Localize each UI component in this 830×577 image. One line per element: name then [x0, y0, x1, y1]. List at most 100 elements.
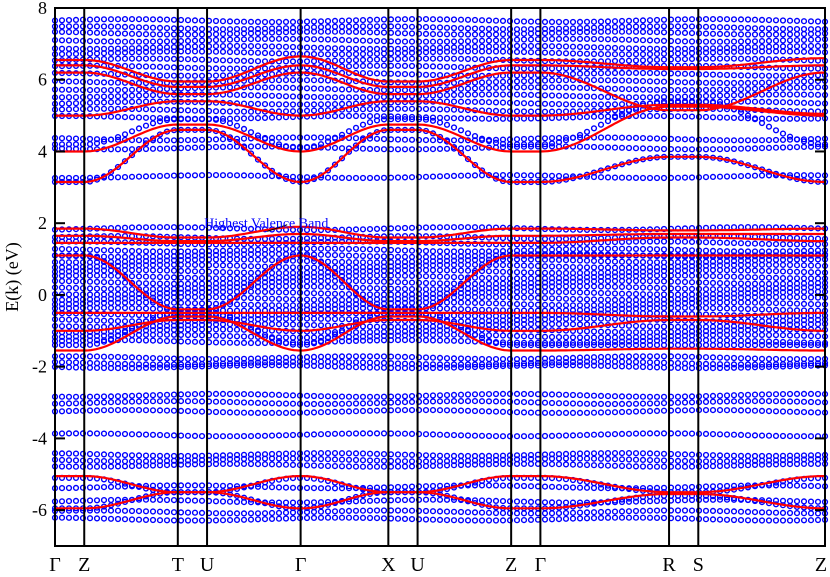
- band-dot: [219, 26, 227, 33]
- band-dot: [450, 115, 458, 122]
- band-dot: [219, 225, 227, 232]
- band-dot: [562, 289, 570, 296]
- band-dot: [149, 273, 157, 280]
- band-dot: [219, 409, 227, 416]
- band-dot: [506, 339, 514, 346]
- band-dot: [639, 17, 647, 24]
- band-dot: [359, 393, 367, 400]
- band-dot: [121, 92, 129, 100]
- band-dot: [653, 323, 661, 330]
- band-dot: [457, 38, 465, 45]
- band-dot: [191, 136, 199, 144]
- band-dot: [716, 38, 724, 45]
- band-dot: [261, 100, 269, 108]
- band-dot: [688, 365, 696, 372]
- band-dot: [163, 261, 171, 269]
- band-dot: [268, 302, 276, 309]
- band-dot: [457, 55, 465, 62]
- band-dot: [611, 28, 619, 35]
- band-dot: [653, 407, 661, 415]
- band-dot: [268, 283, 276, 290]
- band-dot: [478, 85, 486, 92]
- band-dot: [485, 84, 493, 92]
- band-dot: [79, 304, 87, 312]
- band-dot: [786, 294, 794, 301]
- band-dot: [751, 364, 759, 371]
- band-dot: [499, 262, 507, 269]
- band-dot: [506, 18, 514, 25]
- band-dot: [366, 285, 374, 292]
- band-dot: [156, 290, 164, 297]
- band-dot: [401, 295, 409, 302]
- band-dot: [723, 224, 731, 231]
- band-dot: [548, 295, 556, 302]
- band-dot: [114, 224, 122, 232]
- band-dot: [170, 294, 178, 301]
- band-dot: [212, 56, 220, 64]
- band-dot: [366, 23, 374, 30]
- band-dot: [324, 400, 332, 408]
- band-dot: [212, 339, 220, 346]
- band-dot: [156, 55, 164, 62]
- band-dot: [79, 263, 87, 271]
- band-dot: [576, 289, 584, 296]
- band-dot: [352, 28, 360, 36]
- band-dot: [478, 31, 486, 38]
- band-dot: [583, 93, 591, 100]
- band-dot: [275, 409, 283, 417]
- band-dot: [198, 363, 206, 370]
- band-dot: [142, 364, 150, 372]
- band-dot: [548, 355, 556, 362]
- band-dot: [737, 38, 745, 45]
- band-dot: [464, 38, 472, 45]
- band-dot: [513, 269, 521, 276]
- band-dot: [429, 137, 437, 144]
- band-dot: [751, 355, 759, 362]
- band-dot: [114, 253, 122, 261]
- band-dot: [639, 238, 647, 245]
- band-dot: [79, 246, 87, 253]
- band-dot: [737, 364, 745, 371]
- band-dot: [709, 136, 717, 144]
- band-dot: [562, 339, 570, 347]
- band-dot: [688, 70, 696, 78]
- band-dot: [583, 362, 591, 369]
- band-dot: [345, 245, 353, 253]
- band-dot: [548, 135, 556, 142]
- band-dot: [58, 301, 66, 308]
- band-dot: [233, 280, 241, 287]
- band-dot: [744, 331, 752, 338]
- band-dot: [443, 280, 451, 287]
- band-dot: [212, 17, 220, 25]
- band-dot: [786, 360, 794, 368]
- band-dot: [233, 57, 241, 64]
- band-dot: [765, 398, 773, 405]
- band-dot: [772, 300, 780, 307]
- band-dot: [149, 31, 157, 38]
- band-dot: [289, 134, 297, 141]
- band-dot: [513, 84, 521, 91]
- band-dot: [800, 317, 808, 324]
- band-dot: [324, 290, 332, 297]
- band-dot: [352, 94, 360, 101]
- band-dot: [58, 28, 66, 36]
- band-dot: [541, 42, 549, 50]
- band-dot: [702, 174, 710, 181]
- band-dot: [345, 112, 353, 120]
- band-dot: [261, 18, 269, 26]
- band-dot: [646, 174, 654, 182]
- band-dot: [779, 144, 787, 151]
- band-dot: [604, 362, 612, 370]
- band-dot: [198, 300, 206, 307]
- band-dot: [772, 408, 780, 415]
- band-dot: [394, 38, 402, 45]
- band-dot: [198, 56, 206, 63]
- band-dot: [324, 51, 332, 58]
- band-dot: [401, 272, 409, 279]
- band-dot: [730, 267, 738, 274]
- band-dot: [632, 28, 640, 35]
- band-dot: [58, 17, 66, 24]
- band-dot: [170, 398, 178, 405]
- band-dot: [471, 363, 479, 371]
- band-dot: [310, 400, 318, 408]
